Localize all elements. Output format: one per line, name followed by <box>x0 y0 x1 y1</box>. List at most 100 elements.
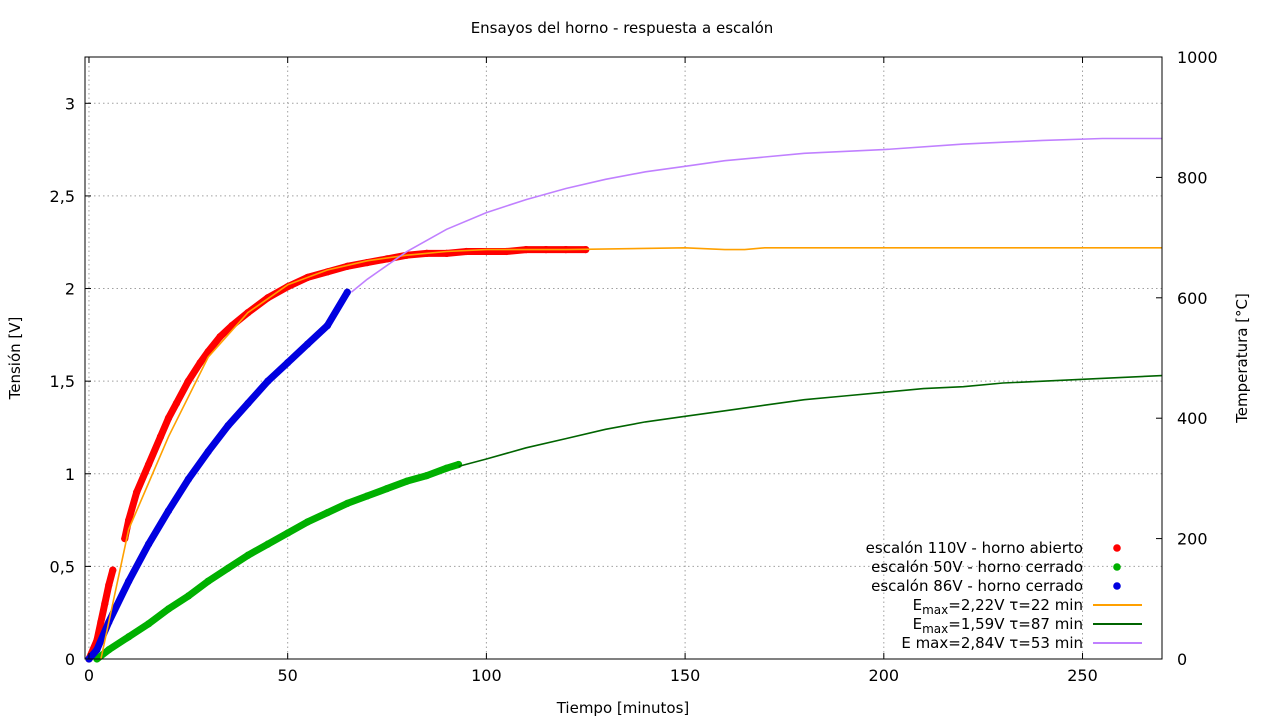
data-point <box>204 447 212 456</box>
series-segment <box>105 577 133 626</box>
data-point <box>454 460 463 469</box>
plot-frame <box>84 56 1163 660</box>
data-point <box>323 509 332 517</box>
data-point <box>224 422 232 430</box>
data-point <box>244 551 252 559</box>
data-point <box>244 399 252 407</box>
data-point <box>184 377 192 385</box>
series-segment <box>133 461 153 496</box>
data-point <box>303 340 312 348</box>
legend-label: escalón 50V - horno cerrado <box>871 558 1083 576</box>
data-point <box>383 484 391 493</box>
data-point <box>164 605 173 613</box>
series-line <box>350 137 1162 293</box>
data-point <box>144 540 153 548</box>
series-segment <box>204 422 232 456</box>
data-point <box>264 540 272 548</box>
legend-item: Emax=1,59V τ=87 min <box>913 615 1142 636</box>
series-segment <box>105 633 133 654</box>
data-point <box>462 247 471 256</box>
series-segment <box>264 529 292 548</box>
data-point <box>133 488 141 496</box>
legend-label-sub: max <box>922 622 948 636</box>
data-point <box>105 646 113 654</box>
series-segment <box>93 618 113 654</box>
series-1 <box>93 460 463 663</box>
x-tick-label: 150 <box>670 666 701 685</box>
series-5 <box>350 137 1162 293</box>
legend-label: escalón 86V - horno cerrado <box>871 577 1083 595</box>
legend-swatch <box>1113 544 1121 552</box>
series-segment <box>244 377 272 407</box>
series-segment <box>145 433 165 469</box>
data-point <box>105 581 113 589</box>
data-point <box>343 499 351 508</box>
x-tick-label: 100 <box>471 666 502 685</box>
data-point <box>443 464 451 472</box>
chart-title: Ensayos del horno - respuesta a escalón <box>471 19 774 37</box>
series-3 <box>100 246 1162 660</box>
data-point <box>125 516 133 524</box>
legend-label: E max=2,84V τ=53 min <box>901 634 1083 652</box>
data-point <box>184 475 192 483</box>
y-tick-label: 2,5 <box>50 187 75 206</box>
series-segment <box>204 564 232 585</box>
data-point <box>164 507 173 515</box>
y-tick-label: 1 <box>65 465 75 484</box>
data-point <box>184 592 192 600</box>
legend-label-rest: =2,22V τ=22 min <box>948 596 1083 614</box>
data-point <box>125 633 133 641</box>
data-point <box>93 646 101 654</box>
y-tick-label: 1,5 <box>50 372 75 391</box>
series-4 <box>458 374 1163 468</box>
series-0 <box>85 246 590 663</box>
series-segment <box>304 322 331 348</box>
series-segment <box>125 488 141 524</box>
data-point <box>343 288 351 296</box>
data-point <box>224 564 232 572</box>
series-segment <box>284 518 312 537</box>
series-segment <box>125 620 153 641</box>
y2-tick-label: 600 <box>1177 289 1208 308</box>
y2-tick-label: 200 <box>1177 530 1208 549</box>
series-segment <box>323 288 351 330</box>
data-point <box>423 472 431 480</box>
series-segment <box>184 359 204 385</box>
data-point <box>303 518 312 526</box>
series-line <box>458 374 1163 468</box>
series-segment <box>264 359 292 385</box>
data-point <box>323 321 332 330</box>
data-point <box>164 414 173 422</box>
series-segment <box>304 509 331 526</box>
x-tick-label: 0 <box>84 666 94 685</box>
legend-item: escalón 110V - horno abierto <box>866 539 1121 557</box>
data-point <box>109 566 117 574</box>
series-segment <box>244 540 272 559</box>
y2-axis-label: Temperatura [°C] <box>1233 293 1251 424</box>
series-segment <box>224 551 252 572</box>
data-point <box>284 359 292 367</box>
data-point <box>101 599 109 608</box>
data-point <box>403 477 411 485</box>
series-segment <box>184 448 212 483</box>
x-axis-label: Tiempo [minutos] <box>556 699 690 717</box>
y2-tick-label: 1000 <box>1177 48 1218 67</box>
series-segment <box>145 605 172 628</box>
y-tick-label: 0,5 <box>50 557 75 576</box>
series-2 <box>85 288 351 663</box>
data-point <box>264 377 272 385</box>
legend-swatch <box>1113 582 1121 590</box>
legend-label: escalón 110V - horno abierto <box>866 539 1083 557</box>
data-point <box>363 492 371 500</box>
legend-item: escalón 86V - horno cerrado <box>871 577 1121 595</box>
data-point <box>125 577 133 585</box>
data-point <box>204 577 212 585</box>
legend-label: Emax=1,59V τ=87 min <box>913 615 1083 636</box>
plot-area <box>85 137 1163 663</box>
data-point <box>284 529 292 537</box>
legend-swatch <box>1113 563 1121 571</box>
y-tick-label: 0 <box>65 650 75 669</box>
series-segment <box>184 577 212 600</box>
